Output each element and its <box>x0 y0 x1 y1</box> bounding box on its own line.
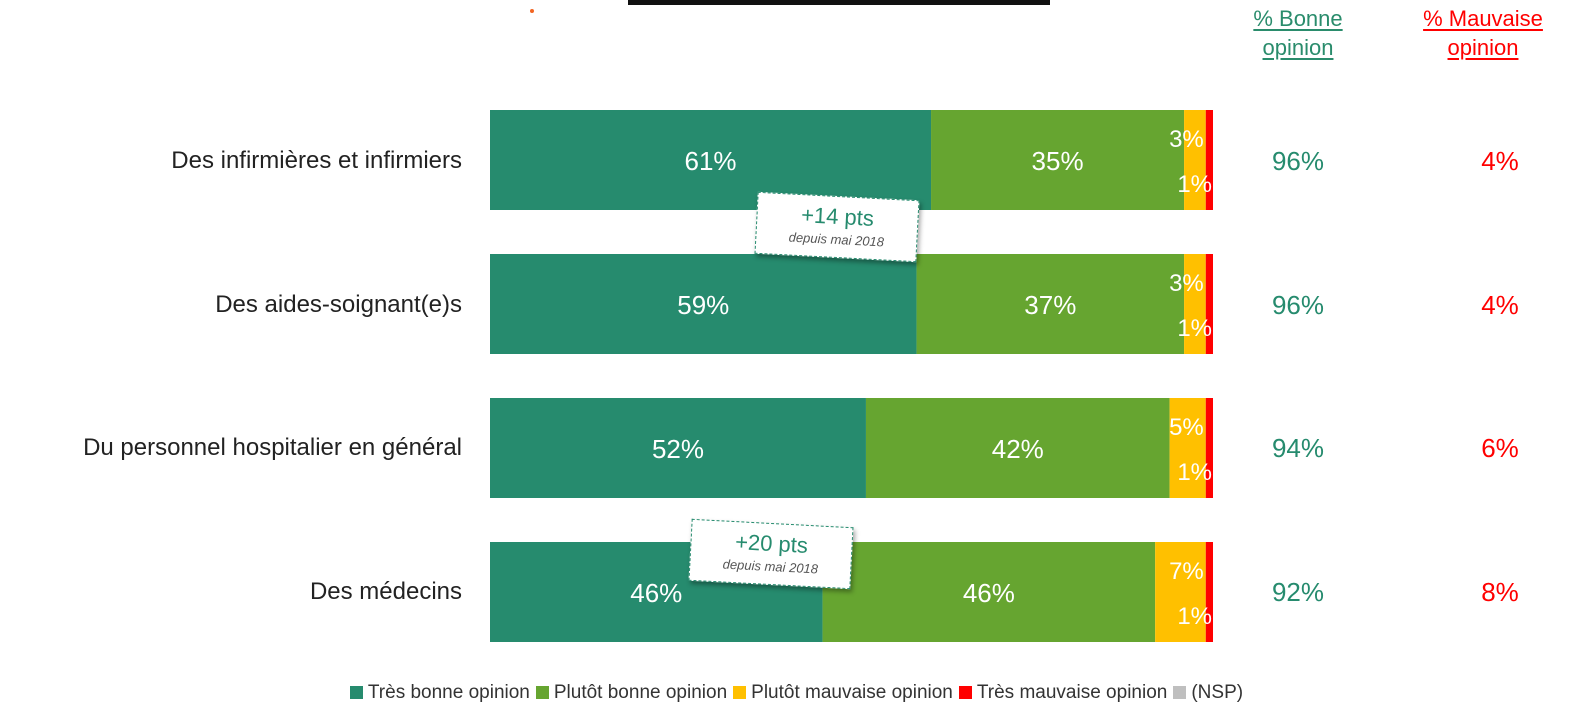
total-good-value: 92% <box>1271 577 1325 607</box>
header-bad-opinion: % Mauvaise opinion <box>1423 6 1543 60</box>
bar-segment <box>490 398 866 498</box>
legend-swatch <box>958 686 972 699</box>
logo-icon <box>530 9 534 13</box>
bar-segment <box>490 254 917 354</box>
legend-item: (NSP) <box>1173 682 1243 704</box>
data-label: 52% <box>652 434 704 464</box>
legend-swatch <box>1173 686 1187 699</box>
legend-label: Plutôt bonne opinion <box>553 682 728 703</box>
legend-label: Plutôt mauvaise opinion <box>751 682 953 703</box>
category-label: Du personnel hospitalier en général <box>83 434 462 461</box>
category-label: Des aides-soignant(e)s <box>215 291 462 318</box>
data-label: 3% <box>1169 126 1204 153</box>
total-bad-value: 4% <box>1481 290 1519 320</box>
total-bad-value: 4% <box>1481 146 1519 176</box>
bar-segment <box>822 542 1156 642</box>
legend-swatch <box>535 686 549 699</box>
bar-segment <box>490 110 932 210</box>
data-label: 7% <box>1169 558 1204 585</box>
legend-label: (NSP) <box>1191 682 1244 703</box>
stacked-bar-chart: 61% 35% 3% 1% 59% 37% 3% 1% 52% 42% 5% 1% 46% 46% 7% 1% <box>490 110 1213 642</box>
bar-segment <box>1184 254 1206 354</box>
total-good-value: 96% <box>1271 146 1325 176</box>
bar-segment <box>1205 254 1213 354</box>
data-label: 1% <box>1177 315 1212 342</box>
data-label: 1% <box>1177 171 1212 198</box>
data-label: 46% <box>630 578 682 608</box>
legend-swatch <box>349 686 363 699</box>
category-label: Des infirmières et infirmiers <box>171 147 462 174</box>
title-underline <box>628 0 1050 5</box>
header-good-opinion: % Bonne opinion <box>1253 6 1343 60</box>
chart-legend: Très bonne opinion Plutôt bonne opinion Pl… <box>0 682 1593 704</box>
bar-segment <box>1205 110 1213 210</box>
legend-item: Très bonne opinion <box>349 682 530 704</box>
total-bad-value: 8% <box>1481 577 1519 607</box>
bar-segment <box>1155 542 1206 642</box>
data-label: 1% <box>1177 603 1212 630</box>
data-label: 61% <box>684 146 736 176</box>
callout-change-medecins: +20 pts depuis mai 2018 <box>688 518 854 590</box>
data-label: 3% <box>1169 270 1204 297</box>
category-label: Des médecins <box>309 578 462 605</box>
bar-segment <box>1169 398 1206 498</box>
data-label: 59% <box>677 290 729 320</box>
bar-segment <box>1205 542 1213 642</box>
data-label: 46% <box>963 578 1015 608</box>
legend-swatch <box>733 686 747 699</box>
bar-segment <box>931 110 1185 210</box>
bar-segment <box>1184 110 1206 210</box>
data-label: 1% <box>1177 459 1212 486</box>
data-label: 35% <box>1032 146 1084 176</box>
total-bad-value: 6% <box>1481 433 1519 463</box>
data-label: 5% <box>1169 414 1204 441</box>
legend-label: Très mauvaise opinion <box>976 682 1168 703</box>
data-label: 42% <box>992 434 1044 464</box>
legend-label: Très bonne opinion <box>367 682 530 703</box>
data-label: 37% <box>1024 290 1076 320</box>
total-good-value: 96% <box>1271 290 1325 320</box>
bar-segment <box>865 398 1170 498</box>
legend-item: Plutôt mauvaise opinion <box>733 682 953 704</box>
legend-item: Très mauvaise opinion <box>958 682 1168 704</box>
total-good-value: 94% <box>1271 433 1325 463</box>
bar-segment <box>916 254 1185 354</box>
bar-segment <box>1205 398 1213 498</box>
callout-change-infirmieres: +14 pts depuis mai 2018 <box>754 191 920 263</box>
legend-item: Plutôt bonne opinion <box>535 682 728 704</box>
